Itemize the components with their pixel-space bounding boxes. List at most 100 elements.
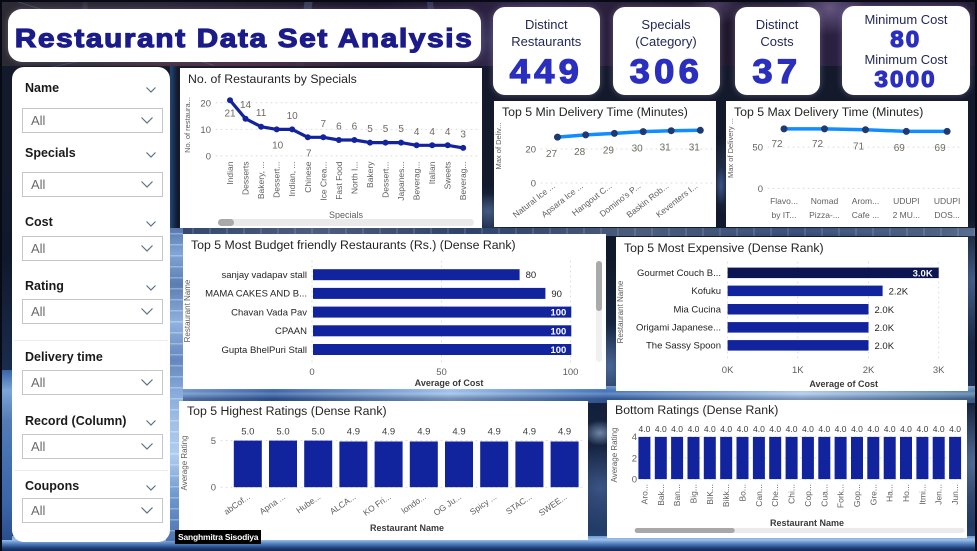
svg-text:4.0: 4.0 bbox=[638, 424, 650, 434]
svg-text:abCof...: abCof... bbox=[222, 491, 252, 516]
svg-text:50: 50 bbox=[752, 143, 763, 154]
svg-text:100: 100 bbox=[550, 345, 566, 356]
svg-text:Sweets: Sweets bbox=[443, 162, 453, 190]
svg-text:4.0: 4.0 bbox=[867, 424, 879, 434]
svg-text:Max of Deliv...: Max of Deliv... bbox=[494, 123, 503, 170]
svg-text:Top 5 Max Delivery Time (Minut: Top 5 Max Delivery Time (Minutes) bbox=[734, 105, 923, 119]
svg-text:SWEE...: SWEE... bbox=[537, 491, 569, 518]
svg-text:The Sassy Spoon: The Sassy Spoon bbox=[646, 341, 721, 352]
svg-text:100: 100 bbox=[550, 326, 566, 337]
svg-text:27: 27 bbox=[546, 149, 558, 160]
svg-text:Desserts: Desserts bbox=[241, 162, 251, 196]
svg-text:Aro...: Aro... bbox=[639, 484, 649, 504]
svg-text:10: 10 bbox=[287, 111, 299, 122]
svg-text:3K: 3K bbox=[933, 365, 945, 376]
svg-text:4.0: 4.0 bbox=[655, 424, 667, 434]
svg-text:CPAAN: CPAAN bbox=[275, 326, 307, 337]
svg-text:Chi...: Chi... bbox=[787, 484, 797, 504]
svg-text:Indian: Indian bbox=[225, 161, 235, 184]
svg-text:Restaurant Name: Restaurant Name bbox=[183, 279, 192, 342]
svg-text:1K: 1K bbox=[792, 365, 804, 376]
svg-text:Restaurant Name: Restaurant Name bbox=[370, 523, 444, 533]
svg-text:Average of Cost: Average of Cost bbox=[415, 378, 484, 388]
svg-text:Dessert...: Dessert... bbox=[272, 162, 282, 198]
svg-text:Average of Cost: Average of Cost bbox=[809, 379, 878, 389]
svg-text:0: 0 bbox=[758, 184, 763, 195]
svg-text:Top 5 Min Delivery Time (Minut: Top 5 Min Delivery Time (Minutes) bbox=[502, 105, 688, 119]
svg-text:OG Ju...: OG Ju... bbox=[431, 491, 463, 517]
svg-text:Kofuku: Kofuku bbox=[691, 286, 721, 297]
svg-text:4.0: 4.0 bbox=[688, 424, 700, 434]
svg-text:2.0K: 2.0K bbox=[875, 305, 895, 316]
svg-text:4.9: 4.9 bbox=[452, 427, 465, 438]
svg-text:4.0: 4.0 bbox=[802, 424, 814, 434]
svg-text:MAMA CAKES AND B...: MAMA CAKES AND B... bbox=[205, 289, 307, 300]
svg-text:4.0: 4.0 bbox=[818, 424, 830, 434]
svg-text:5: 5 bbox=[383, 124, 389, 135]
svg-text:5.0: 5.0 bbox=[241, 427, 254, 438]
svg-text:Ice Crea...: Ice Crea... bbox=[318, 162, 328, 201]
svg-text:Max of Delivery ...: Max of Delivery ... bbox=[726, 118, 735, 178]
svg-text:4.0: 4.0 bbox=[900, 424, 912, 434]
svg-text:4.0: 4.0 bbox=[851, 424, 863, 434]
svg-text:Restaurant Name: Restaurant Name bbox=[770, 518, 844, 528]
svg-text:Itmi...: Itmi... bbox=[917, 484, 927, 505]
svg-text:Jen...: Jen... bbox=[934, 484, 944, 505]
svg-text:2.0K: 2.0K bbox=[875, 323, 895, 334]
svg-text:0: 0 bbox=[211, 483, 216, 494]
svg-text:29: 29 bbox=[603, 145, 615, 156]
svg-text:2.0K: 2.0K bbox=[875, 341, 895, 352]
svg-text:3: 3 bbox=[460, 129, 466, 140]
svg-text:80: 80 bbox=[526, 270, 537, 281]
svg-text:4.9: 4.9 bbox=[558, 427, 571, 438]
svg-text:4.9: 4.9 bbox=[488, 427, 501, 438]
svg-text:2.2K: 2.2K bbox=[889, 286, 909, 297]
svg-text:Flavo...: Flavo... bbox=[770, 196, 798, 206]
svg-text:28: 28 bbox=[574, 147, 586, 158]
svg-text:31: 31 bbox=[660, 143, 672, 154]
svg-text:5.0: 5.0 bbox=[312, 427, 325, 438]
svg-text:Gourmet Couch B...: Gourmet Couch B... bbox=[637, 268, 721, 279]
svg-text:6: 6 bbox=[336, 122, 342, 133]
svg-text:Cua...: Cua... bbox=[819, 484, 829, 507]
svg-text:Average Rating: Average Rating bbox=[610, 428, 619, 483]
svg-text:Top 5 Most Expensive (Dense Ra: Top 5 Most Expensive (Dense Rank) bbox=[624, 241, 824, 255]
svg-text:50: 50 bbox=[436, 367, 447, 378]
svg-text:4.0: 4.0 bbox=[671, 424, 683, 434]
svg-text:69: 69 bbox=[894, 143, 906, 154]
svg-text:5: 5 bbox=[398, 124, 404, 135]
svg-text:4.0: 4.0 bbox=[884, 424, 896, 434]
svg-text:Top 5 Most Budget friendly Res: Top 5 Most Budget friendly Restaurants (… bbox=[191, 238, 516, 252]
svg-text:Mia Cucina: Mia Cucina bbox=[673, 305, 721, 316]
svg-text:21: 21 bbox=[224, 109, 236, 120]
svg-text:Che...: Che... bbox=[770, 484, 780, 507]
svg-text:31: 31 bbox=[689, 142, 701, 153]
svg-text:4.9: 4.9 bbox=[347, 427, 360, 438]
svg-text:11: 11 bbox=[256, 108, 267, 119]
svg-text:UDUPI: UDUPI bbox=[934, 196, 960, 206]
svg-text:Can...: Can... bbox=[754, 484, 764, 507]
svg-text:4.0: 4.0 bbox=[949, 424, 961, 434]
svg-text:4: 4 bbox=[414, 127, 420, 138]
svg-text:4.0: 4.0 bbox=[737, 424, 749, 434]
svg-text:7: 7 bbox=[321, 119, 327, 130]
svg-text:0: 0 bbox=[531, 179, 536, 190]
svg-text:5: 5 bbox=[211, 436, 216, 447]
svg-text:Top 5 Highest Ratings (Dense R: Top 5 Highest Ratings (Dense Rank) bbox=[187, 404, 387, 418]
svg-text:100: 100 bbox=[550, 308, 566, 319]
svg-text:Jun...: Jun... bbox=[950, 484, 960, 505]
svg-text:Gupta BhelPuri Stall: Gupta BhelPuri Stall bbox=[221, 345, 307, 356]
svg-text:Beverag...: Beverag... bbox=[458, 162, 468, 201]
svg-text:STAC...: STAC... bbox=[504, 491, 534, 516]
svg-text:4.0: 4.0 bbox=[753, 424, 765, 434]
svg-text:Arom...: Arom... bbox=[852, 196, 879, 206]
svg-text:Beverag...: Beverag... bbox=[412, 162, 422, 201]
svg-text:4.0: 4.0 bbox=[769, 424, 781, 434]
svg-text:20: 20 bbox=[525, 145, 536, 156]
svg-text:Origami Japanese...: Origami Japanese... bbox=[636, 323, 721, 334]
svg-text:Pizza-...: Pizza-... bbox=[809, 210, 840, 220]
svg-text:Ban...: Ban... bbox=[672, 484, 682, 506]
svg-text:4: 4 bbox=[445, 127, 451, 138]
svg-text:6: 6 bbox=[352, 122, 358, 133]
svg-text:5: 5 bbox=[367, 124, 373, 135]
